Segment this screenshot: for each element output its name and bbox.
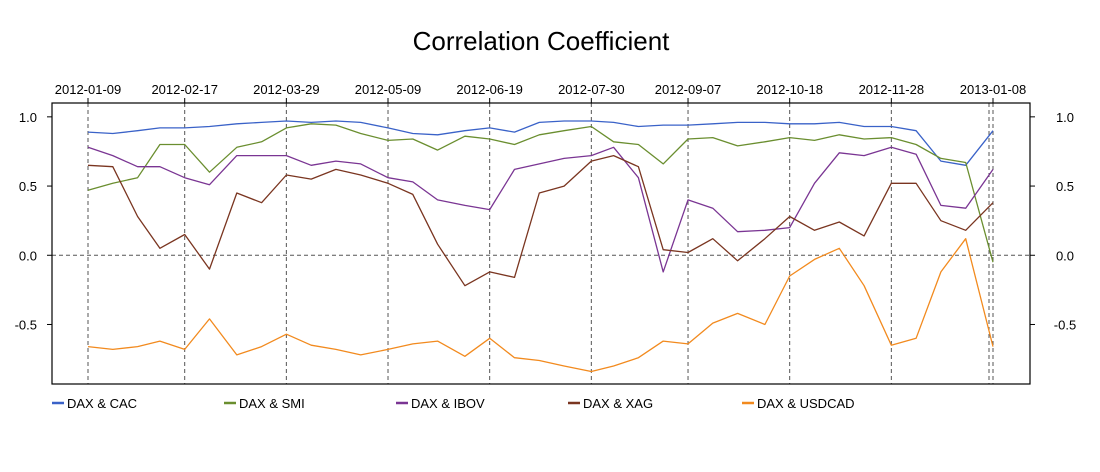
axes: 2012-01-09 2012-02-17 2012-03-29 2012-05-09… — [15, 82, 1076, 385]
x-tick-label: 2012-01-09 — [55, 82, 122, 97]
y-tick-label-left: 1.0 — [19, 110, 37, 125]
series-line-1 — [87, 123, 994, 263]
legend-item: DAX & XAG — [568, 396, 653, 411]
y-tick-label-right: 0.0 — [1056, 248, 1074, 263]
legend-label: DAX & USDCAD — [757, 396, 855, 411]
y-tick-label-right: 0.5 — [1056, 179, 1074, 194]
legend-item: DAX & SMI — [224, 396, 305, 411]
y-tick-label-left: -0.5 — [15, 317, 37, 332]
legend-label: DAX & XAG — [583, 396, 653, 411]
chart-title: Correlation Coefficient — [413, 26, 671, 56]
legend-item: DAX & USDCAD — [742, 396, 855, 411]
series-line-4 — [87, 238, 994, 373]
x-tick-label: 2012-06-19 — [456, 82, 523, 97]
y-tick-label-left: 0.5 — [19, 179, 37, 194]
series-line-2 — [87, 146, 994, 273]
plot-frame — [51, 102, 1031, 385]
x-tick-label: 2012-07-30 — [558, 82, 625, 97]
grid-lines — [52, 103, 1030, 384]
x-tick-label: 2012-09-07 — [655, 82, 722, 97]
legend-label: DAX & CAC — [67, 396, 137, 411]
x-tick-label: 2012-11-28 — [859, 82, 925, 97]
legend: DAX & CAC DAX & SMI DAX & IBOV DAX & XAG DAX… — [52, 396, 855, 411]
legend-item: DAX & CAC — [52, 396, 137, 411]
x-tick-label: 2012-03-29 — [253, 82, 320, 97]
y-tick-label-left: 0.0 — [19, 248, 37, 263]
legend-label: DAX & SMI — [239, 396, 305, 411]
series-line-3 — [87, 154, 994, 287]
x-tick-label: 2012-05-09 — [355, 82, 422, 97]
y-tick-label-right: -0.5 — [1054, 317, 1076, 332]
legend-item: DAX & IBOV — [396, 396, 485, 411]
series-lines — [87, 120, 994, 373]
series-line-0 — [87, 120, 994, 166]
x-tick-label: 2012-02-17 — [151, 82, 218, 97]
x-tick-label: 2013-01-08 — [960, 82, 1027, 97]
y-tick-label-right: 1.0 — [1056, 110, 1074, 125]
x-tick-label: 2012-10-18 — [756, 82, 823, 97]
legend-label: DAX & IBOV — [411, 396, 485, 411]
